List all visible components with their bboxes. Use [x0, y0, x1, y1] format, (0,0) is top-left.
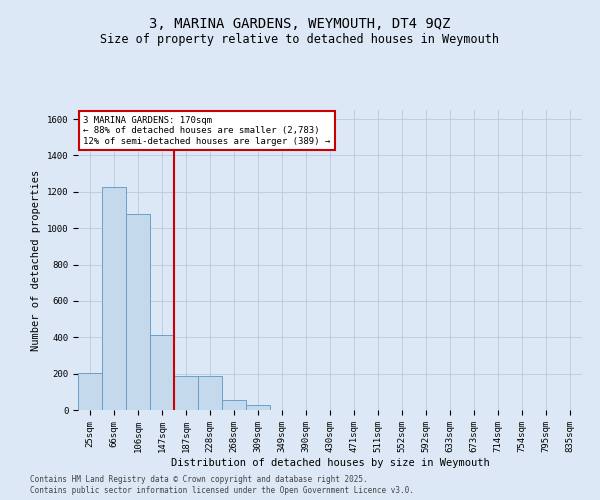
Bar	[174, 376, 198, 410]
Text: Contains public sector information licensed under the Open Government Licence v3: Contains public sector information licen…	[30, 486, 414, 495]
Bar	[126, 214, 150, 410]
Y-axis label: Number of detached properties: Number of detached properties	[31, 170, 41, 350]
X-axis label: Distribution of detached houses by size in Weymouth: Distribution of detached houses by size …	[170, 458, 490, 468]
Bar	[78, 372, 102, 410]
Bar	[246, 404, 270, 410]
Bar	[222, 400, 246, 410]
Text: 3 MARINA GARDENS: 170sqm
← 88% of detached houses are smaller (2,783)
12% of sem: 3 MARINA GARDENS: 170sqm ← 88% of detach…	[83, 116, 330, 146]
Text: Size of property relative to detached houses in Weymouth: Size of property relative to detached ho…	[101, 32, 499, 46]
Bar	[198, 376, 222, 410]
Bar	[150, 334, 174, 410]
Text: Contains HM Land Registry data © Crown copyright and database right 2025.: Contains HM Land Registry data © Crown c…	[30, 475, 368, 484]
Bar	[102, 188, 126, 410]
Text: 3, MARINA GARDENS, WEYMOUTH, DT4 9QZ: 3, MARINA GARDENS, WEYMOUTH, DT4 9QZ	[149, 18, 451, 32]
